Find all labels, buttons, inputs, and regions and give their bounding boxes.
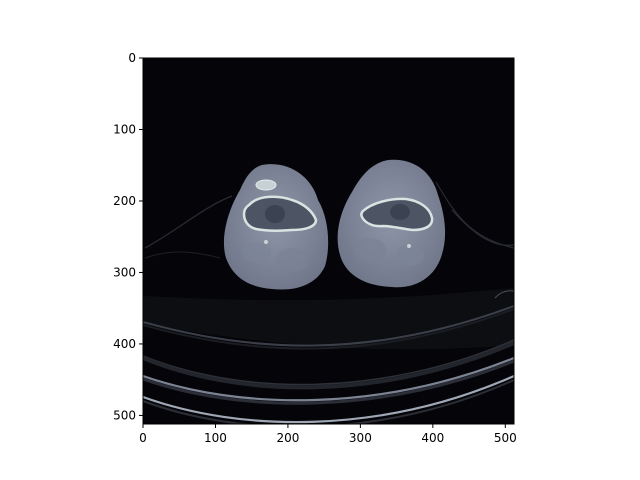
x-tick-label: 500 (494, 431, 517, 445)
x-tick-label: 400 (421, 431, 444, 445)
y-tick-label: 200 (113, 194, 136, 208)
x-tick-label: 300 (349, 431, 372, 445)
ct-image (143, 58, 514, 424)
left-knee (223, 164, 329, 290)
y-tick-label: 100 (113, 122, 136, 136)
y-tick-label: 0 (128, 51, 136, 65)
x-tick-label: 200 (276, 431, 299, 445)
y-tick-label: 400 (113, 337, 136, 351)
y-tick-label: 300 (113, 265, 136, 279)
x-tick-label: 100 (204, 431, 227, 445)
x-tick-label: 0 (139, 431, 147, 445)
right-knee (337, 159, 446, 288)
plot-frame (142, 57, 515, 425)
y-axis: 0 100 200 300 400 500 (113, 51, 143, 422)
x-axis: 0 100 200 300 400 500 (139, 424, 517, 445)
y-tick-label: 500 (113, 408, 136, 422)
